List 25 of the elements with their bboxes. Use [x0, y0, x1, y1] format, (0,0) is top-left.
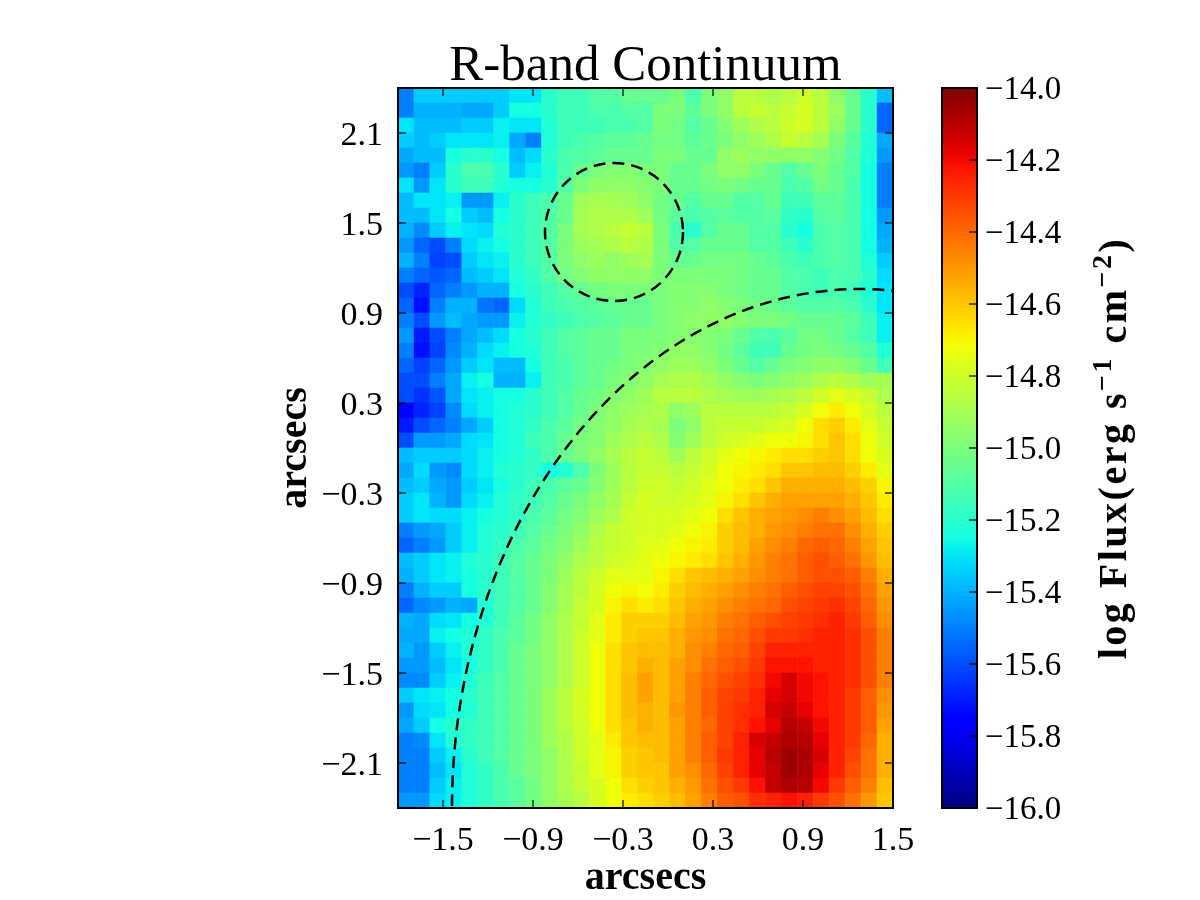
color-bar-label: −16.0	[985, 790, 1062, 826]
color-bar-label: −15.8	[985, 718, 1062, 754]
color-bar-label: −15.4	[985, 574, 1062, 610]
color-bar-label: −15.6	[985, 646, 1062, 682]
chart-title: R-band Continuum	[449, 35, 842, 91]
x-tick-label: 0.9	[781, 820, 825, 858]
color-bar-label: −15.2	[985, 502, 1062, 538]
color-bar-label: −14.2	[985, 142, 1062, 178]
color-bar-label: −14.4	[985, 214, 1062, 250]
y-tick-label: 0.9	[340, 295, 383, 333]
y-tick-label: −1.5	[321, 655, 383, 693]
x-tick-label: −0.9	[502, 820, 564, 858]
y-tick-label: 2.1	[340, 115, 383, 153]
color-bar-label: −14.8	[985, 358, 1062, 394]
y-tick-label: 1.5	[340, 205, 383, 243]
y-tick-label: −0.9	[321, 565, 383, 603]
y-tick-label: −2.1	[321, 745, 383, 783]
y-tick-label: 0.3	[340, 385, 383, 423]
y-tick-label: −0.3	[321, 475, 383, 513]
color-bar-label: −15.0	[985, 430, 1062, 466]
color-bar-label: −14.6	[985, 286, 1062, 322]
x-tick-label: −1.5	[412, 820, 474, 858]
x-tick-label: 1.5	[871, 820, 915, 858]
color-bar-label: −14.0	[985, 70, 1062, 106]
y-axis-title: arcsecs	[270, 387, 315, 509]
